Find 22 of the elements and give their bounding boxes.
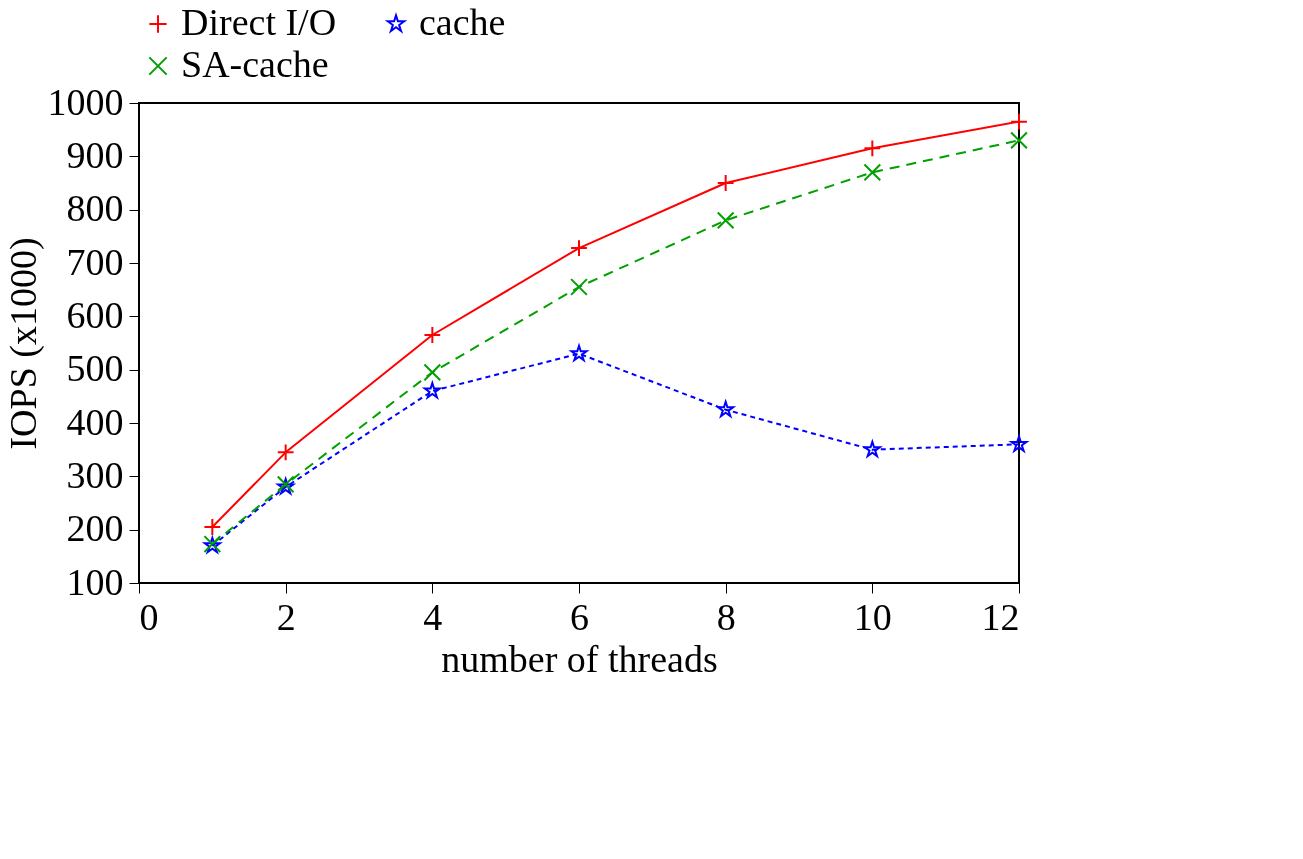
y-tick-label: 800 bbox=[66, 187, 124, 230]
legend-label: cache bbox=[419, 1, 506, 43]
x-tick-label: 2 bbox=[276, 595, 296, 638]
x-tick-label: 8 bbox=[716, 595, 736, 638]
legend-label: Direct I/O bbox=[181, 1, 337, 43]
x-tick-label: 4 bbox=[423, 595, 443, 638]
y-tick-label: 600 bbox=[66, 293, 124, 336]
y-tick-label: 100 bbox=[66, 560, 124, 603]
y-tick-label: 200 bbox=[66, 507, 124, 550]
x-tick-label: 0 bbox=[139, 595, 159, 638]
x-tick-label: 10 bbox=[853, 595, 892, 638]
x-tick-label: 12 bbox=[981, 595, 1020, 638]
y-tick-label: 500 bbox=[66, 347, 124, 390]
y-tick-label: 400 bbox=[66, 400, 124, 443]
y-tick-label: 900 bbox=[66, 133, 124, 176]
y-tick-label: 300 bbox=[66, 453, 124, 496]
y-axis-title: IOPS (x1000) bbox=[1, 237, 45, 450]
x-axis-title: number of threads bbox=[441, 637, 718, 680]
y-tick-label: 700 bbox=[66, 240, 124, 283]
x-tick-label: 6 bbox=[570, 595, 589, 638]
legend-label: SA-cache bbox=[181, 43, 329, 85]
y-tick-label: 1000 bbox=[47, 80, 124, 123]
